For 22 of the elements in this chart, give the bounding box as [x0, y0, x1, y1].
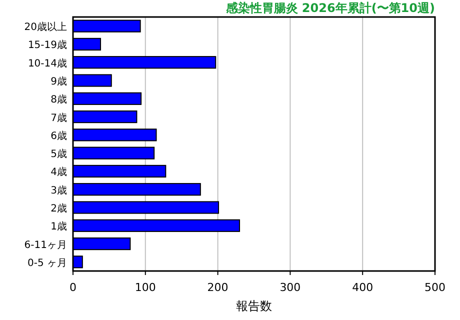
y-tick-label: 10-14歳: [28, 57, 67, 70]
x-tick-label: 300: [280, 281, 301, 294]
y-tick-label: 0-5 ヶ月: [27, 258, 67, 269]
chart-title: 感染性胃腸炎 2026年累計(〜第10週): [224, 1, 435, 15]
y-tick-label: 1歳: [50, 220, 67, 233]
y-tick-label: 20歳以上: [24, 21, 67, 34]
y-tick-label: 5歳: [50, 148, 67, 160]
y-tick-label: 2歳: [50, 202, 67, 214]
y-tick-label: 4歳: [50, 166, 67, 178]
x-tick-label: 200: [207, 281, 228, 294]
x-tick-label: 500: [424, 281, 446, 294]
y-tick-label: 3歳: [50, 184, 67, 196]
y-tick-label: 15-19歳: [28, 39, 67, 52]
y-tick-label: 9歳: [50, 76, 67, 88]
y-tick-label: 8歳: [50, 94, 67, 106]
x-tick-label: 400: [352, 281, 374, 294]
x-tick-label: 0: [70, 281, 76, 294]
y-tick-label: 6-11ヶ月: [24, 240, 67, 251]
y-tick-label: 6歳: [50, 130, 67, 142]
x-axis-title: 報告数: [236, 299, 272, 313]
x-tick-label: 100: [134, 281, 156, 294]
y-tick-label: 7歳: [50, 112, 67, 124]
